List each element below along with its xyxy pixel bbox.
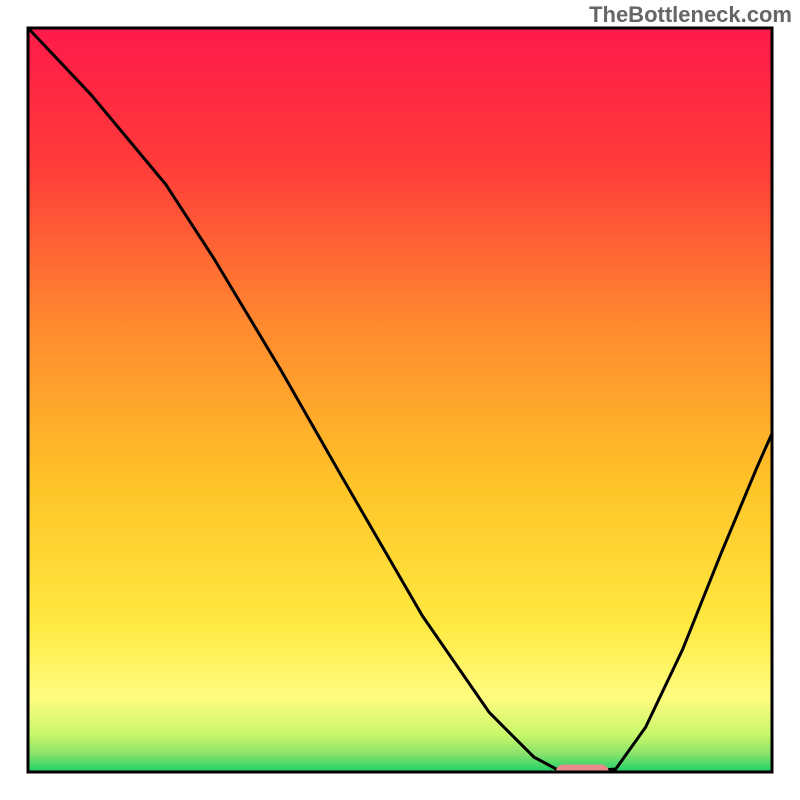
gradient-background [28, 28, 772, 772]
chart-container: TheBottleneck.com [0, 0, 800, 800]
bottleneck-chart [0, 0, 800, 800]
watermark-text: TheBottleneck.com [589, 2, 792, 28]
